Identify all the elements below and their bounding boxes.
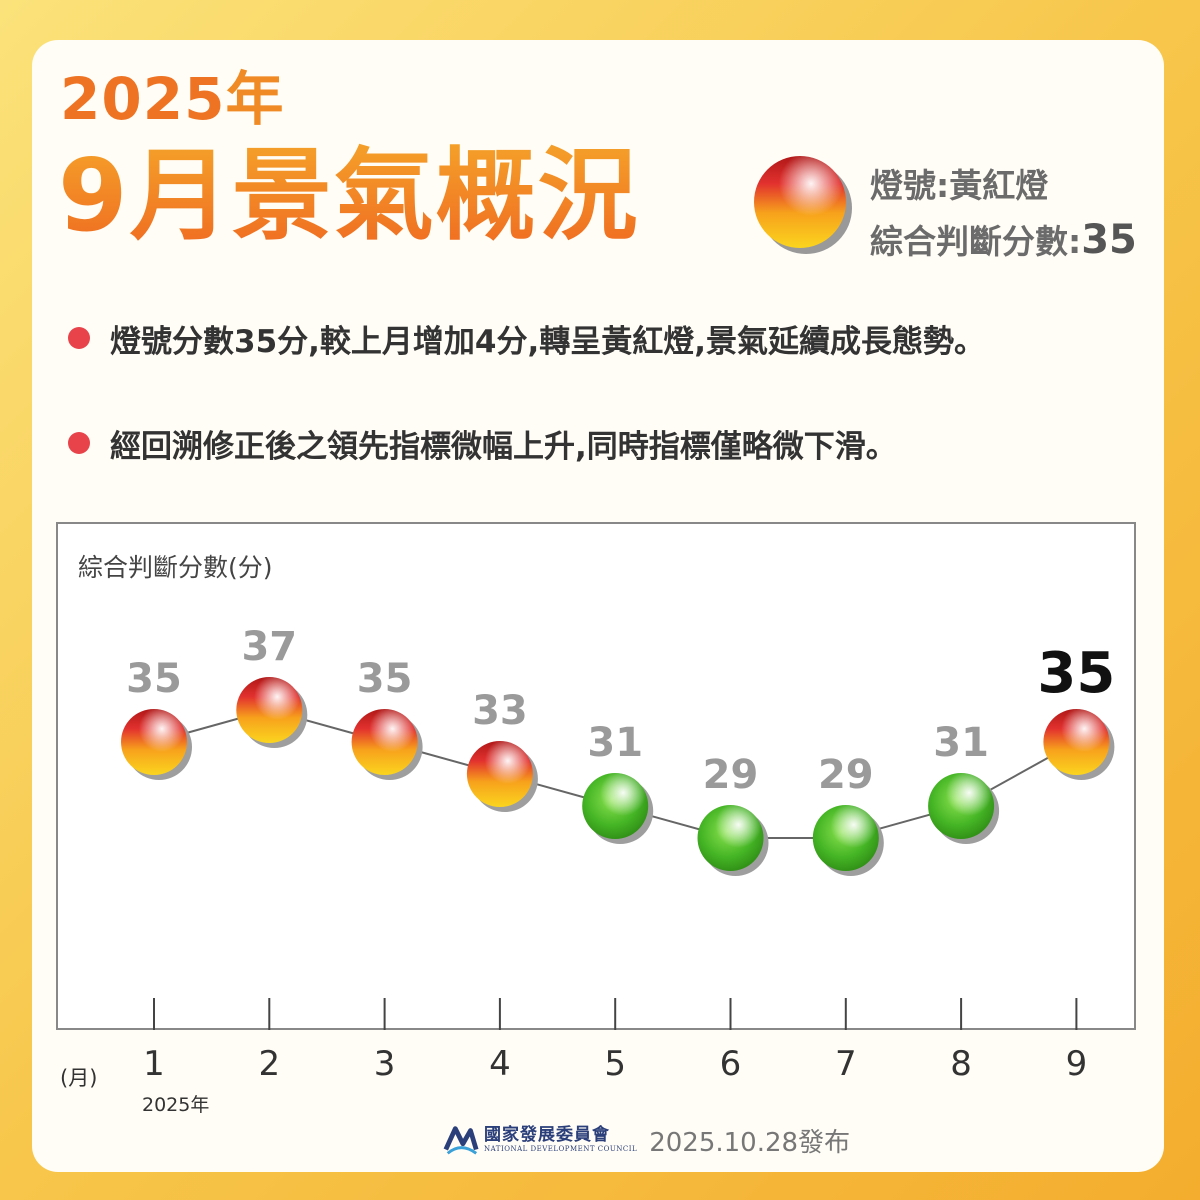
x-axis-unit: (月): [60, 1066, 98, 1090]
main-card: 2025年 9月景氣概況 燈號:黃紅燈 綜合判斷分數:35 燈號分數35分,較上…: [32, 40, 1164, 1172]
bullet-item: 經回溯修正後之領先指標微幅上升,同時指標僅略微下滑。: [68, 432, 897, 463]
score-line-chart: 35 37 35 33 31 29 29 31 35: [121, 624, 1115, 1030]
data-point: [812, 805, 884, 876]
x-tick-label: 7: [834, 1044, 857, 1084]
data-point: [697, 805, 769, 876]
bullet-dot-icon: [68, 432, 90, 454]
data-point: [121, 709, 192, 780]
data-label: 33: [472, 688, 528, 734]
data-label: 35: [126, 656, 182, 702]
x-tick-label: 3: [373, 1044, 396, 1084]
data-label: 31: [587, 720, 643, 766]
data-point: [351, 709, 423, 780]
org-name: 國家發展委員會: [484, 1125, 610, 1145]
signal-summary: 燈號:黃紅燈 綜合判斷分數:35: [870, 158, 1137, 269]
x-axis-year-note: 2025年: [142, 1094, 210, 1116]
score-summary: 綜合判斷分數:35: [870, 217, 1137, 263]
data-label: 35: [1037, 641, 1115, 706]
x-tick-label: 2: [258, 1044, 281, 1084]
data-label: 35: [357, 656, 413, 702]
x-tick-label: 9: [1065, 1044, 1088, 1084]
data-point: [928, 773, 1000, 844]
x-tick-label: 8: [950, 1044, 972, 1084]
data-point: [466, 741, 538, 812]
chart-ylabel: 綜合判斷分數(分): [78, 553, 273, 582]
bullet-item: 燈號分數35分,較上月增加4分,轉呈黃紅燈,景氣延續成長態勢。: [68, 327, 985, 358]
score-value: 35: [1081, 217, 1137, 263]
data-label: 31: [933, 720, 989, 766]
data-point: [236, 677, 308, 748]
data-label: 37: [241, 624, 297, 670]
x-tick-label: 6: [719, 1044, 742, 1084]
release-date: 2025.10.28發布: [649, 1127, 851, 1158]
data-label: 29: [703, 752, 759, 798]
data-label: 29: [818, 752, 874, 798]
page-title: 9月景氣概況: [58, 137, 640, 254]
x-tick-label: 4: [489, 1044, 511, 1084]
footer: 國家發展委員會 NATIONAL DEVELOPMENT COUNCIL 202…: [442, 1120, 850, 1160]
x-tick-label: 1: [143, 1044, 165, 1084]
x-tick-label: 5: [604, 1044, 626, 1084]
signal-lamp-icon: [754, 156, 852, 254]
ndc-logo-icon: [443, 1126, 479, 1155]
year-title: 2025年: [60, 65, 285, 133]
org-name-en: NATIONAL DEVELOPMENT COUNCIL: [484, 1145, 638, 1153]
bullet-dot-icon: [68, 327, 90, 349]
signal-label: 燈號:黃紅燈: [870, 166, 1049, 205]
data-point: [582, 773, 654, 844]
data-point: [1043, 709, 1115, 780]
